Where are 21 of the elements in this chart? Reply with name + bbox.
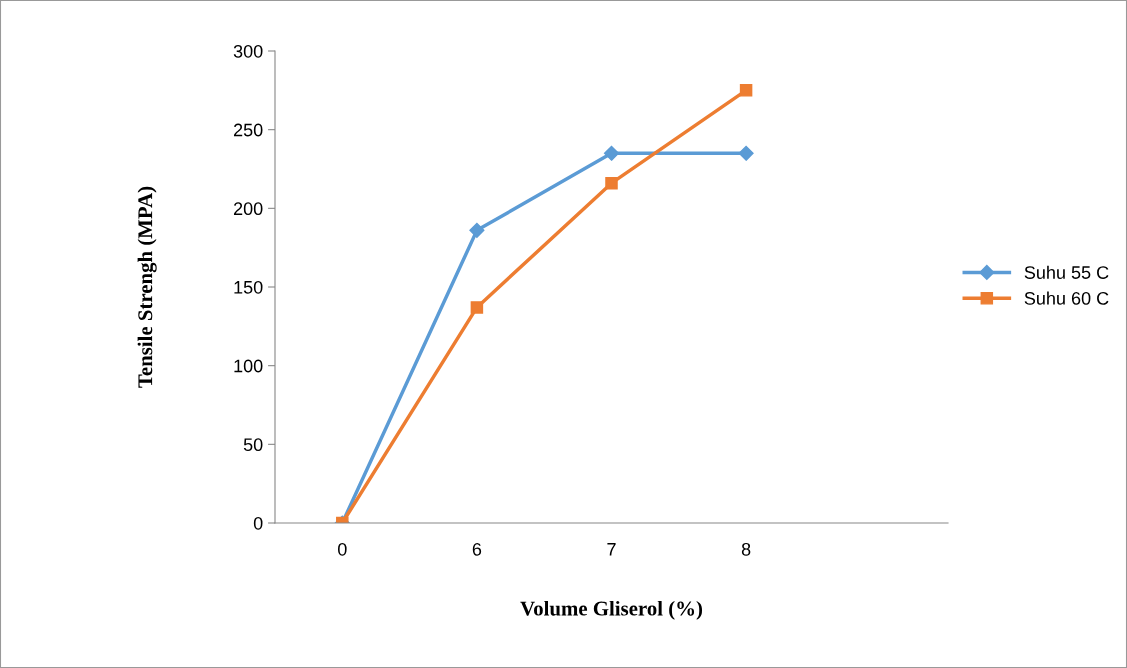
x-tick-label: 0	[337, 542, 347, 556]
point	[470, 301, 484, 314]
x-tick-label: 6	[472, 542, 482, 556]
point	[605, 176, 618, 190]
point	[739, 84, 753, 97]
y-tick-label: 150	[234, 280, 263, 294]
y-tick-label: 300	[233, 44, 263, 58]
y-tick-label: 200	[233, 202, 263, 216]
point	[738, 145, 754, 161]
y-tick-label: 250	[233, 123, 263, 137]
y-tick-label: 0	[253, 516, 263, 530]
x-tick-label: 8	[741, 542, 751, 556]
legend-label: Suhu 55 C	[1024, 265, 1109, 279]
point	[603, 145, 620, 161]
y-axis-title: Tensile Strengh (MPA)	[137, 186, 157, 388]
y-tick-label: 100	[234, 359, 263, 373]
point	[469, 222, 485, 238]
y-tick-label: 50	[243, 438, 263, 452]
x-tick-label: 7	[607, 543, 616, 556]
legend-label: Suhu 60 C	[1024, 291, 1109, 305]
x-axis-title: Volume Gliserol (%)	[520, 600, 703, 620]
